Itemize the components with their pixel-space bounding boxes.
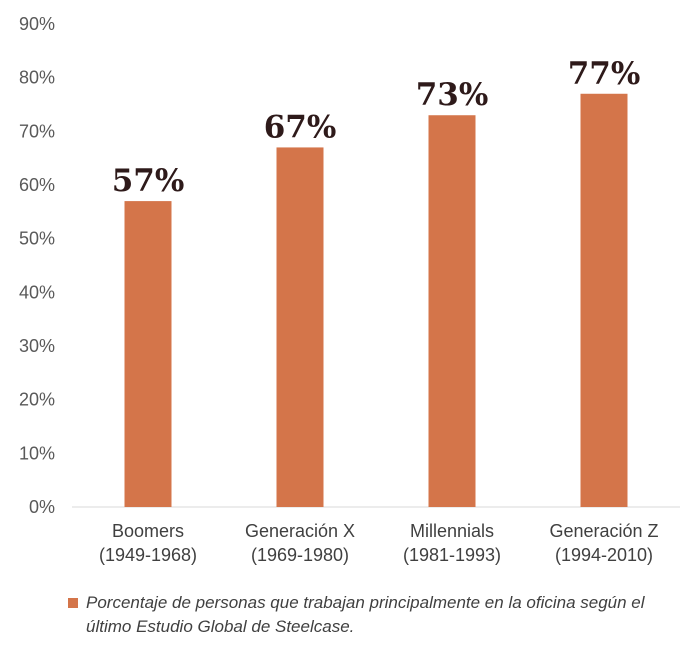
data-labels: 57% 67% 73% 77% — [112, 56, 641, 199]
data-label: 57% — [112, 163, 185, 199]
bar — [124, 201, 172, 507]
legend-label: Porcentaje de personas que trabajan prin… — [86, 593, 645, 636]
bar — [276, 147, 324, 507]
y-tick-label: 80% — [19, 68, 55, 88]
y-axis-ticks: 0% 10% 20% 30% 40% 50% 60% 70% 80% 90% — [19, 14, 55, 517]
x-tick-label: Millennials (1981-1993) — [403, 521, 501, 565]
legend: Porcentaje de personas que trabajan prin… — [68, 591, 678, 639]
data-label: 73% — [416, 77, 489, 113]
y-tick-label: 50% — [19, 229, 55, 249]
y-tick-label: 90% — [19, 14, 55, 34]
bars — [124, 93, 628, 508]
bar — [428, 115, 476, 507]
y-tick-label: 30% — [19, 336, 55, 356]
bar — [580, 93, 628, 508]
y-tick-label: 40% — [19, 282, 55, 302]
data-label: 67% — [264, 109, 337, 145]
y-tick-label: 60% — [19, 175, 55, 195]
x-tick-label: Boomers (1949-1968) — [99, 521, 197, 565]
y-tick-label: 10% — [19, 443, 55, 463]
x-tick-label: Generación X (1969-1980) — [245, 521, 355, 565]
data-label: 77% — [568, 56, 641, 92]
y-tick-label: 0% — [29, 497, 55, 517]
y-tick-label: 20% — [19, 390, 55, 410]
category-labels: Boomers (1949-1968) Generación X (1969-1980… — [99, 521, 659, 565]
legend-swatch — [68, 598, 78, 608]
y-tick-label: 70% — [19, 121, 55, 141]
x-tick-label: Generación Z (1994-2010) — [549, 521, 658, 565]
